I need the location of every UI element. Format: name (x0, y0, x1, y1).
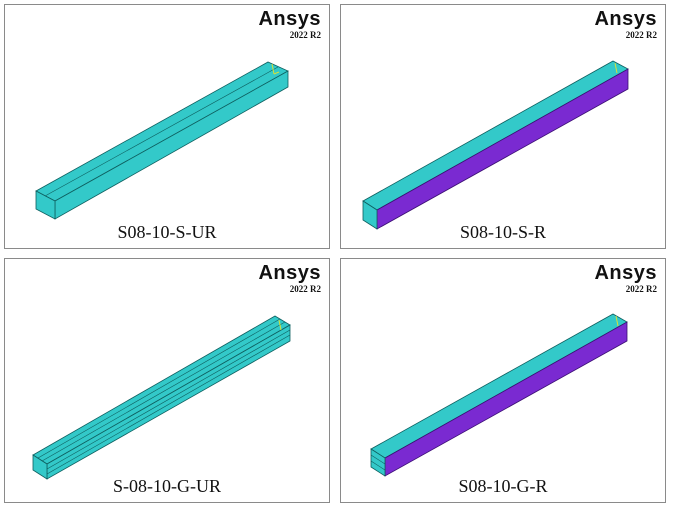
model-caption: S08-10-G-R (458, 476, 548, 496)
model-view-panel-3: Ansys 2022 R2 S-08-10-G-UR (4, 258, 330, 503)
beam-end-face (362, 200, 378, 230)
ansys-logo: Ansys (258, 262, 321, 284)
beam-side-face (46, 324, 291, 480)
ansys-logo: Ansys (258, 8, 321, 30)
beam-top-face (362, 60, 629, 211)
beam-side-face (54, 70, 289, 220)
beam-side-face (384, 321, 628, 477)
beam-top-face (32, 315, 291, 465)
version-label: 2022 R2 (625, 30, 657, 40)
beam-side-face (376, 68, 629, 230)
version-label: 2022 R2 (625, 284, 657, 294)
model-view-panel-2: Ansys 2022 R2 S08-10-S-R (340, 4, 666, 249)
model-caption: S-08-10-G-UR (113, 476, 221, 496)
beam-end-face (35, 190, 56, 220)
beam-top-face (370, 313, 628, 459)
version-label: 2022 R2 (289, 30, 321, 40)
ansys-logo: Ansys (594, 262, 657, 284)
version-label: 2022 R2 (289, 284, 321, 294)
beam-model-1 (35, 61, 289, 220)
beam-model-4 (370, 313, 628, 477)
beam-model-3 (32, 315, 291, 480)
beam-model-2 (362, 60, 629, 230)
model-caption: S08-10-S-UR (117, 222, 217, 242)
model-view-panel-1: Ansys 2022 R2 S08-10-S-UR (4, 4, 330, 249)
ansys-logo: Ansys (594, 8, 657, 30)
model-caption: S08-10-S-R (459, 222, 546, 242)
model-view-panel-4: Ansys 2022 R2 S08-10-G-R (340, 258, 666, 503)
